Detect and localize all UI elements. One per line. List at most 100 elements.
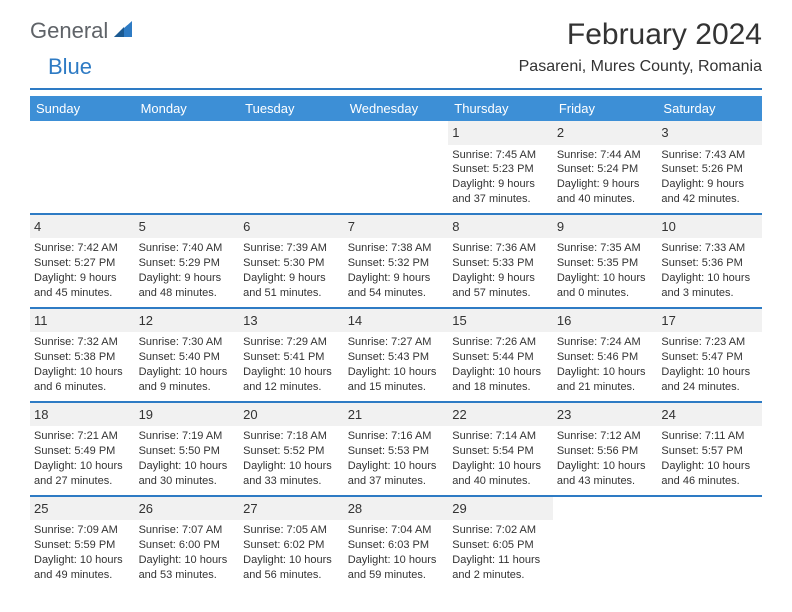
week-row: 25Sunrise: 7:09 AMSunset: 5:59 PMDayligh…	[30, 495, 762, 589]
calendar-cell: 20Sunrise: 7:18 AMSunset: 5:52 PMDayligh…	[239, 403, 344, 495]
daylight-text: Daylight: 10 hours	[557, 459, 654, 474]
sunset-text: Sunset: 5:47 PM	[661, 350, 758, 365]
day-number: 28	[344, 497, 449, 521]
daylight-text: Daylight: 10 hours	[139, 553, 236, 568]
sunset-text: Sunset: 5:24 PM	[557, 162, 654, 177]
calendar-cell: 2Sunrise: 7:44 AMSunset: 5:24 PMDaylight…	[553, 121, 658, 213]
daylight-text: and 37 minutes.	[348, 474, 445, 489]
daylight-text: and 45 minutes.	[34, 286, 131, 301]
daylight-text: and 43 minutes.	[557, 474, 654, 489]
sunset-text: Sunset: 5:30 PM	[243, 256, 340, 271]
daylight-text: and 59 minutes.	[348, 568, 445, 583]
daylight-text: and 9 minutes.	[139, 380, 236, 395]
daylight-text: Daylight: 9 hours	[34, 271, 131, 286]
calendar-cell: .	[344, 121, 449, 213]
calendar-cell: 6Sunrise: 7:39 AMSunset: 5:30 PMDaylight…	[239, 215, 344, 307]
calendar-cell: 12Sunrise: 7:30 AMSunset: 5:40 PMDayligh…	[135, 309, 240, 401]
calendar-cell: .	[239, 121, 344, 213]
calendar-cell: 5Sunrise: 7:40 AMSunset: 5:29 PMDaylight…	[135, 215, 240, 307]
weekday-tuesday: Tuesday	[239, 96, 344, 121]
sunrise-text: Sunrise: 7:11 AM	[661, 429, 758, 444]
daylight-text: Daylight: 10 hours	[243, 553, 340, 568]
sunset-text: Sunset: 6:02 PM	[243, 538, 340, 553]
sunset-text: Sunset: 5:56 PM	[557, 444, 654, 459]
calendar-cell: 28Sunrise: 7:04 AMSunset: 6:03 PMDayligh…	[344, 497, 449, 589]
calendar-cell: 14Sunrise: 7:27 AMSunset: 5:43 PMDayligh…	[344, 309, 449, 401]
sunrise-text: Sunrise: 7:33 AM	[661, 241, 758, 256]
sunset-text: Sunset: 6:00 PM	[139, 538, 236, 553]
calendar-cell: 7Sunrise: 7:38 AMSunset: 5:32 PMDaylight…	[344, 215, 449, 307]
daylight-text: Daylight: 10 hours	[452, 459, 549, 474]
daylight-text: and 6 minutes.	[34, 380, 131, 395]
daylight-text: and 53 minutes.	[139, 568, 236, 583]
calendar-cell: 13Sunrise: 7:29 AMSunset: 5:41 PMDayligh…	[239, 309, 344, 401]
sunrise-text: Sunrise: 7:45 AM	[452, 148, 549, 163]
calendar-cell: 27Sunrise: 7:05 AMSunset: 6:02 PMDayligh…	[239, 497, 344, 589]
day-number: 25	[30, 497, 135, 521]
day-number: 9	[553, 215, 658, 239]
daylight-text: Daylight: 10 hours	[243, 459, 340, 474]
day-number: 10	[657, 215, 762, 239]
calendar-cell: 9Sunrise: 7:35 AMSunset: 5:35 PMDaylight…	[553, 215, 658, 307]
calendar-cell: 3Sunrise: 7:43 AMSunset: 5:26 PMDaylight…	[657, 121, 762, 213]
daylight-text: Daylight: 10 hours	[34, 553, 131, 568]
sunset-text: Sunset: 5:54 PM	[452, 444, 549, 459]
sunrise-text: Sunrise: 7:16 AM	[348, 429, 445, 444]
sunset-text: Sunset: 5:29 PM	[139, 256, 236, 271]
daylight-text: and 46 minutes.	[661, 474, 758, 489]
daylight-text: and 40 minutes.	[452, 474, 549, 489]
sunset-text: Sunset: 5:36 PM	[661, 256, 758, 271]
daylight-text: Daylight: 9 hours	[452, 271, 549, 286]
day-number: 5	[135, 215, 240, 239]
sunset-text: Sunset: 5:57 PM	[661, 444, 758, 459]
day-number: 27	[239, 497, 344, 521]
day-number: 24	[657, 403, 762, 427]
daylight-text: and 33 minutes.	[243, 474, 340, 489]
sunrise-text: Sunrise: 7:02 AM	[452, 523, 549, 538]
logo-sail-icon	[112, 19, 134, 44]
logo: General	[30, 18, 136, 44]
sunset-text: Sunset: 6:03 PM	[348, 538, 445, 553]
location-text: Pasareni, Mures County, Romania	[519, 58, 762, 76]
weekday-header-row: Sunday Monday Tuesday Wednesday Thursday…	[30, 96, 762, 121]
calendar-cell: 19Sunrise: 7:19 AMSunset: 5:50 PMDayligh…	[135, 403, 240, 495]
calendar-cell: 4 Sunrise: 7:42 AMSunset: 5:27 PMDaylight…	[30, 215, 135, 307]
week-row: 4Sunrise: 7:42 AMSunset: 5:27 PMDaylight…	[30, 213, 762, 307]
calendar-cell: 8Sunrise: 7:36 AMSunset: 5:33 PMDaylight…	[448, 215, 553, 307]
daylight-text: Daylight: 10 hours	[139, 459, 236, 474]
sunset-text: Sunset: 5:41 PM	[243, 350, 340, 365]
weekday-saturday: Saturday	[657, 96, 762, 121]
sunrise-text: Sunrise: 7:04 AM	[348, 523, 445, 538]
calendar-cell: 29Sunrise: 7:02 AMSunset: 6:05 PMDayligh…	[448, 497, 553, 589]
sunrise-text: Sunrise: 7:36 AM	[452, 241, 549, 256]
day-number: 17	[657, 309, 762, 333]
sunset-text: Sunset: 5:50 PM	[139, 444, 236, 459]
sunset-text: Sunset: 5:59 PM	[34, 538, 131, 553]
sunrise-text: Sunrise: 7:09 AM	[34, 523, 131, 538]
daylight-text: Daylight: 10 hours	[348, 459, 445, 474]
calendar-cell: 10Sunrise: 7:33 AMSunset: 5:36 PMDayligh…	[657, 215, 762, 307]
daylight-text: Daylight: 9 hours	[348, 271, 445, 286]
calendar-cell: 1Sunrise: 7:45 AMSunset: 5:23 PMDaylight…	[448, 121, 553, 213]
sunset-text: Sunset: 5:27 PM	[34, 256, 131, 271]
daylight-text: and 0 minutes.	[557, 286, 654, 301]
daylight-text: Daylight: 9 hours	[557, 177, 654, 192]
sunrise-text: Sunrise: 7:39 AM	[243, 241, 340, 256]
calendar-cell: 21Sunrise: 7:16 AMSunset: 5:53 PMDayligh…	[344, 403, 449, 495]
day-number: 4	[30, 215, 135, 239]
sunrise-text: Sunrise: 7:14 AM	[452, 429, 549, 444]
daylight-text: and 37 minutes.	[452, 192, 549, 207]
sunrise-text: Sunrise: 7:42 AM	[34, 241, 131, 256]
daylight-text: and 12 minutes.	[243, 380, 340, 395]
daylight-text: Daylight: 10 hours	[139, 365, 236, 380]
weekday-sunday: Sunday	[30, 96, 135, 121]
sunset-text: Sunset: 5:33 PM	[452, 256, 549, 271]
daylight-text: and 2 minutes.	[452, 568, 549, 583]
month-title: February 2024	[519, 18, 762, 52]
daylight-text: Daylight: 10 hours	[34, 365, 131, 380]
week-row: 11Sunrise: 7:32 AMSunset: 5:38 PMDayligh…	[30, 307, 762, 401]
weeks-container: ....1Sunrise: 7:45 AMSunset: 5:23 PMDayl…	[30, 121, 762, 589]
daylight-text: Daylight: 10 hours	[661, 365, 758, 380]
day-number: 29	[448, 497, 553, 521]
weekday-wednesday: Wednesday	[344, 96, 449, 121]
